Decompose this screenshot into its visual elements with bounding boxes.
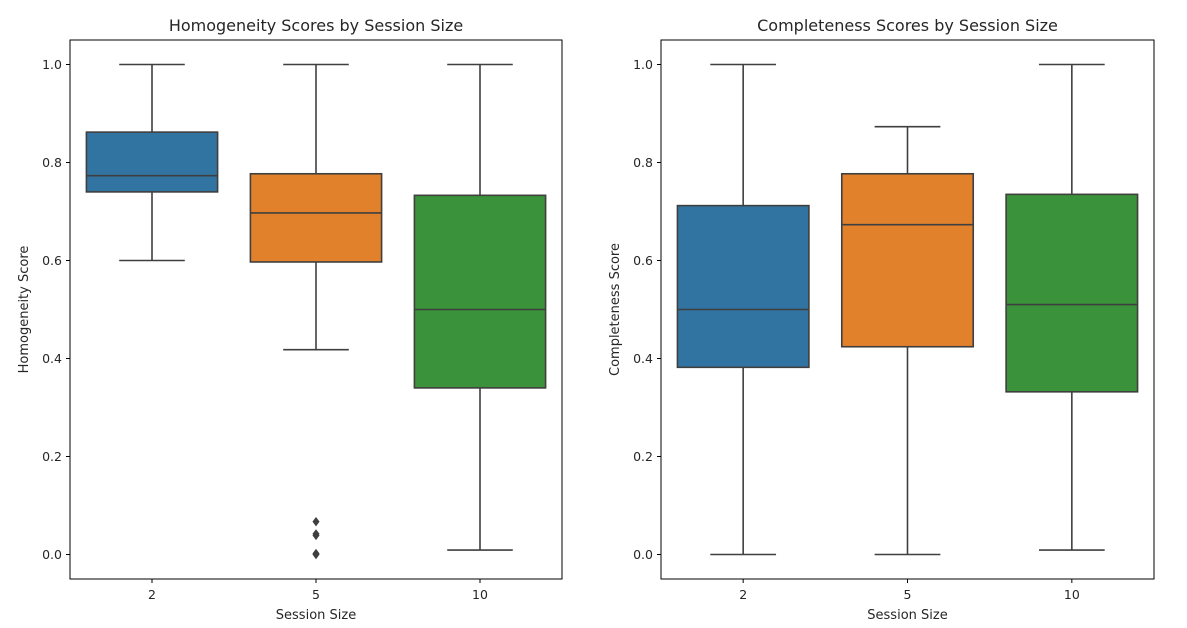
y-axis-label-homogeneity: Homogeneity Score <box>17 246 32 374</box>
y-axis-label-completeness: Completeness Score <box>608 243 623 376</box>
box-homogeneity-10 <box>413 63 547 551</box>
chart-title-completeness: Completeness Scores by Session Size <box>757 16 1058 35</box>
chart-title-homogeneity: Homogeneity Scores by Session Size <box>169 16 463 35</box>
y-tick-label-completeness-1: 0.2 <box>633 449 653 464</box>
x-tick-label-homogeneity-2: 2 <box>148 587 156 602</box>
box-body-10 <box>1005 193 1139 393</box>
x-tick-label-completeness-5: 5 <box>904 587 912 602</box>
completeness-chart: 0.0 0.2 0.4 0.6 0.8 1.0 2 5 10 Session Size Comple… <box>608 16 1155 623</box>
box-body-2 <box>85 131 219 193</box>
y-tick-label-completeness-4: 0.8 <box>633 155 653 170</box>
y-tick-label-completeness-3: 0.6 <box>633 253 653 268</box>
box-body-5 <box>840 172 975 348</box>
box-body-10 <box>413 194 547 389</box>
y-tick-label-homogeneity-2: 0.4 <box>42 351 62 366</box>
y-tick-label-completeness-0: 0.0 <box>633 547 653 562</box>
box-completeness-2 <box>676 63 810 556</box>
x-tick-label-homogeneity-5: 5 <box>312 587 320 602</box>
x-axis-label-homogeneity: Session Size <box>276 608 356 623</box>
x-axis-label-completeness: Session Size <box>867 608 947 623</box>
y-tick-label-homogeneity-4: 0.8 <box>42 155 62 170</box>
y-tick-label-homogeneity-5: 1.0 <box>42 57 62 72</box>
y-tick-label-completeness-2: 0.4 <box>633 351 653 366</box>
x-tick-label-homogeneity-10: 10 <box>472 587 488 602</box>
box-completeness-5 <box>840 125 975 556</box>
outlier-point-5-4 <box>312 549 320 560</box>
y-tick-label-completeness-5: 1.0 <box>633 57 653 72</box>
box-homogeneity-2 <box>85 63 219 262</box>
y-tick-label-homogeneity-1: 0.2 <box>42 449 62 464</box>
outlier-point-5-0 <box>312 516 320 527</box>
box-homogeneity-5 <box>249 63 383 560</box>
homogeneity-chart: 0.0 0.2 0.4 0.6 0.8 1.0 2 5 10 Session Size Homoge… <box>17 16 563 623</box>
x-tick-label-completeness-2: 2 <box>739 587 747 602</box>
box-body-5 <box>249 172 383 263</box>
y-tick-label-homogeneity-3: 0.6 <box>42 253 62 268</box>
x-tick-label-completeness-10: 10 <box>1064 587 1080 602</box>
outlier-point-5-2 <box>312 530 320 541</box>
y-tick-label-homogeneity-0: 0.0 <box>42 547 62 562</box>
box-body-2 <box>676 204 810 369</box>
box-completeness-10 <box>1005 63 1139 551</box>
